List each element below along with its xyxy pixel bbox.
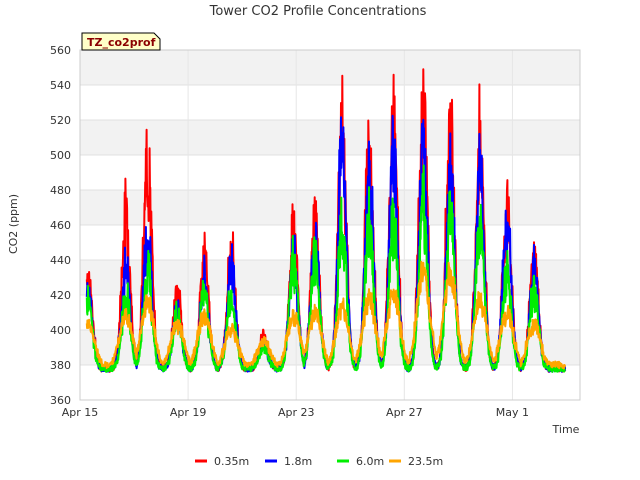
legend-label-23.5m: 23.5m — [408, 455, 443, 468]
badge-label: TZ_co2prof — [87, 36, 156, 49]
y-tick-label: 520 — [50, 114, 71, 127]
x-axis: Apr 15 Apr 19 Apr 23 Apr 27 May 1 — [62, 406, 529, 419]
plot-band — [80, 50, 580, 85]
x-axis-label: Time — [552, 423, 580, 436]
plot-band — [80, 295, 580, 330]
x-tick-label: Apr 15 — [62, 406, 99, 419]
legend-label-1.8m: 1.8m — [284, 455, 312, 468]
y-tick-label: 500 — [50, 149, 71, 162]
legend-label-6.0m: 6.0m — [356, 455, 384, 468]
series-line-6.0m — [85, 164, 566, 373]
plot-band — [80, 225, 580, 260]
series-group — [85, 68, 567, 373]
series-line-23.5m — [85, 260, 567, 370]
x-tick-label: May 1 — [496, 406, 529, 419]
y-tick-label: 380 — [50, 359, 71, 372]
y-tick-label: 440 — [50, 254, 71, 267]
y-tick-label: 360 — [50, 394, 71, 407]
y-tick-label: 420 — [50, 289, 71, 302]
chart-title: Tower CO2 Profile Concentrations — [209, 4, 427, 19]
plot-band — [80, 85, 580, 120]
y-tick-label: 460 — [50, 219, 71, 232]
x-tick-label: Apr 27 — [386, 406, 423, 419]
legend: 0.35m 1.8m 6.0m 23.5m — [195, 455, 443, 468]
y-tick-label: 540 — [50, 79, 71, 92]
plot-band — [80, 155, 580, 190]
plot-band — [80, 365, 580, 400]
plot-frame — [79, 49, 581, 401]
plot-band — [80, 260, 580, 295]
legend-label-0.35m: 0.35m — [214, 455, 249, 468]
y-axis: 360 380 400 420 440 460 480 500 520 540 560 — [50, 44, 71, 407]
y-tick-label: 400 — [50, 324, 71, 337]
plot-background — [80, 50, 580, 400]
y-tick-label: 560 — [50, 44, 71, 57]
y-tick-label: 480 — [50, 184, 71, 197]
x-tick-label: Apr 19 — [170, 406, 207, 419]
plot-band — [80, 120, 580, 155]
badge-box — [81, 32, 161, 51]
site-badge: TZ_co2prof — [81, 32, 161, 51]
y-axis-label: CO2 (ppm) — [7, 194, 20, 254]
plot-band — [80, 190, 580, 225]
x-tick-label: Apr 23 — [278, 406, 315, 419]
